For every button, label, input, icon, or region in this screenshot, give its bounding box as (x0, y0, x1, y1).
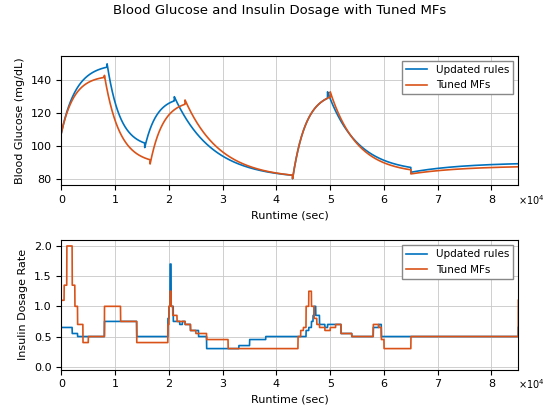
Updated rules (124, 319, 131, 324)
Updated rules (289, 176, 296, 181)
Legend: Updated rules, Tuned MFs: Updated rules, Tuned MFs (402, 61, 513, 94)
Tuned MFs (63, 244, 70, 249)
Tuned MFs (353, 141, 360, 146)
Tuned MFs (353, 334, 360, 339)
Line: Updated rules: Updated rules (62, 264, 519, 349)
X-axis label: Runtime (sec): Runtime (sec) (251, 395, 329, 405)
Updated rules (440, 165, 447, 170)
Updated rules (353, 140, 360, 145)
Updated rules (203, 346, 210, 351)
Line: Updated rules: Updated rules (62, 64, 519, 178)
Tuned MFs (515, 164, 522, 169)
Text: $\times10^4$: $\times10^4$ (519, 378, 545, 391)
Legend: Updated rules, Tuned MFs: Updated rules, Tuned MFs (402, 245, 513, 278)
Updated rules (433, 166, 440, 171)
Updated rules (103, 319, 110, 324)
Tuned MFs (103, 84, 110, 89)
Updated rules (433, 334, 440, 339)
Tuned MFs (101, 73, 108, 78)
Tuned MFs (103, 304, 110, 309)
Tuned MFs (433, 168, 440, 173)
Updated rules (125, 129, 132, 134)
Y-axis label: Insulin Dosage Rate: Insulin Dosage Rate (18, 249, 29, 360)
Y-axis label: Blood Glucose (mg/dL): Blood Glucose (mg/dL) (15, 57, 25, 184)
Updated rules (162, 334, 169, 339)
Updated rules (103, 65, 110, 70)
Updated rules (440, 334, 447, 339)
Updated rules (58, 325, 65, 330)
Line: Tuned MFs: Tuned MFs (62, 246, 519, 349)
Tuned MFs (289, 176, 296, 181)
Tuned MFs (440, 334, 447, 339)
X-axis label: Runtime (sec): Runtime (sec) (251, 211, 329, 220)
Updated rules (515, 325, 522, 330)
Updated rules (58, 130, 65, 135)
Tuned MFs (162, 340, 169, 345)
Tuned MFs (433, 334, 440, 339)
Updated rules (353, 334, 360, 339)
Updated rules (104, 61, 110, 66)
Tuned MFs (225, 346, 231, 351)
Tuned MFs (515, 298, 522, 303)
Tuned MFs (162, 117, 169, 122)
Updated rules (167, 262, 174, 267)
Updated rules (162, 103, 169, 108)
Line: Tuned MFs: Tuned MFs (62, 75, 519, 178)
Tuned MFs (125, 143, 132, 148)
Tuned MFs (440, 168, 447, 173)
Tuned MFs (125, 319, 132, 324)
Tuned MFs (58, 298, 65, 303)
Text: $\times10^4$: $\times10^4$ (519, 193, 545, 207)
Text: Blood Glucose and Insulin Dosage with Tuned MFs: Blood Glucose and Insulin Dosage with Tu… (113, 4, 447, 17)
Updated rules (515, 161, 522, 166)
Tuned MFs (58, 130, 65, 135)
